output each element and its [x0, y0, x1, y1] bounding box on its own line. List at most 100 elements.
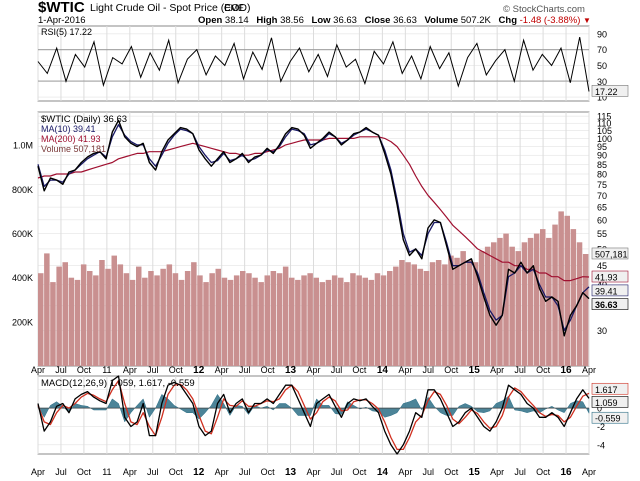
quote-date: 1-Apr-2016 [38, 15, 86, 26]
volume-bar [111, 255, 117, 366]
rsi-tick-label: 10 [597, 93, 607, 103]
volume-bar [62, 262, 68, 366]
x-tick-label-mid: Oct [352, 365, 367, 375]
rsi-tick-label: 70 [597, 45, 607, 55]
price-tick-label: 60 [597, 215, 607, 225]
price-tick-label: 30 [597, 326, 607, 336]
volume-bar [350, 273, 356, 366]
macd-legend: MACD(12,26,9) 1.059, 1.617, -0.559 [41, 378, 195, 389]
ma200-current-label-box [591, 270, 629, 283]
ma10-current-label-box [591, 284, 629, 297]
volume-bar [295, 279, 301, 366]
volume-bar [466, 260, 473, 366]
change-quote: Chg -1.48 (-3.88%) ▼ [498, 15, 591, 26]
volume-bar [521, 242, 528, 366]
x-tick-label-mid: Apr [306, 365, 320, 375]
x-tick-label: Jul [331, 467, 343, 477]
price-tick-label: 90 [597, 151, 607, 161]
x-tick-label: Oct [169, 467, 184, 477]
volume-bar [117, 264, 124, 366]
ma10-line [37, 124, 590, 332]
price-tick-label: 80 [597, 169, 607, 179]
volume-bar [56, 266, 62, 366]
x-tick-label: Jul [147, 467, 159, 477]
volume-bar [558, 211, 564, 366]
volume-bar [515, 251, 521, 366]
volume-bar [99, 260, 105, 366]
volume-bar [105, 268, 111, 366]
macd-current-label: 1.059 [595, 398, 618, 408]
volume-bar [423, 271, 430, 366]
price-current-label-box [591, 298, 629, 310]
x-tick-label-mid: Apr [490, 365, 504, 375]
x-tick-label-mid: Oct [169, 365, 184, 375]
x-tick-label-mid: 14 [377, 365, 389, 376]
volume-tick-label: 1.0M [13, 141, 33, 151]
x-tick-label: Apr [123, 467, 137, 477]
volume-bar [227, 279, 234, 366]
x-tick-label-mid: 15 [469, 365, 481, 376]
x-tick-label-mid: Oct [536, 365, 551, 375]
volume-bar [252, 277, 258, 366]
x-tick-label-mid: Apr [398, 365, 412, 375]
x-tick-label: Jul [514, 467, 526, 477]
x-tick-label: 14 [377, 467, 389, 478]
volume-bar [448, 255, 454, 366]
volume-bar [570, 229, 577, 366]
volume-bar [380, 275, 387, 366]
volume-bar [325, 279, 332, 366]
x-tick-label-mid: Jul [239, 365, 251, 375]
legend-ma10: MA(10) 39.41 [41, 124, 96, 134]
volume-bar [478, 251, 485, 366]
volume-bar [154, 275, 160, 366]
macd-signal-current-label: 1.617 [595, 385, 618, 395]
x-tick-label: Apr [490, 467, 504, 477]
volume-bar [221, 277, 228, 366]
rsi-tick-label: 90 [597, 29, 607, 39]
x-tick-label-mid: Jul [331, 365, 343, 375]
x-tick-label-mid: Apr [582, 365, 596, 375]
volume-bar [460, 251, 466, 366]
volume-bar [417, 268, 424, 366]
volume-bar [552, 224, 558, 366]
price-legend-title: $WTIC (Daily) 36.63 [41, 114, 127, 125]
volume-bar [123, 273, 130, 366]
rsi-current-label-box [591, 85, 629, 97]
volume-tick-label: 400K [12, 273, 33, 283]
x-tick-label-mid: 11 [102, 365, 111, 375]
volume-bar [68, 277, 75, 366]
x-tick-label-mid: 16 [560, 365, 572, 376]
volume-tick-label: 800K [12, 185, 33, 195]
volume-tick-label: 600K [12, 229, 33, 239]
volume-bar [289, 277, 295, 366]
price-tick-label: 55 [597, 229, 607, 239]
stockcharts-watermark[interactable]: © StockCharts.com [503, 4, 585, 15]
volume-bar [74, 279, 81, 366]
volume-bar [387, 271, 393, 366]
volume-bar [172, 273, 179, 366]
price-tick-label: 105 [597, 126, 612, 136]
legend-ma200: MA(200) 41.93 [41, 134, 101, 144]
x-tick-label-mid: Apr [215, 365, 229, 375]
macd-tick-label: -2 [597, 422, 605, 432]
volume-bar [160, 268, 166, 366]
volume-bar [93, 275, 99, 366]
volume-bar [533, 233, 540, 366]
volume-bar [184, 271, 191, 366]
x-tick-label-mid: Jul [147, 365, 159, 375]
rsi-tick-label: 30 [597, 77, 607, 87]
volume-bar [197, 275, 203, 366]
volume-bar [344, 282, 350, 366]
volume-bar [564, 215, 570, 366]
x-tick-label-mid: 13 [285, 365, 297, 376]
volume-bar [576, 242, 583, 366]
volume-bar [393, 266, 399, 366]
price-tick-label: 65 [597, 203, 607, 213]
legend-volume: Volume 507,181 [41, 144, 106, 154]
volume-bar [203, 282, 209, 366]
volume-bar [178, 279, 185, 366]
x-tick-label: 12 [193, 467, 205, 478]
volume-bar [246, 273, 252, 366]
rsi-tick-label: 50 [597, 61, 607, 71]
